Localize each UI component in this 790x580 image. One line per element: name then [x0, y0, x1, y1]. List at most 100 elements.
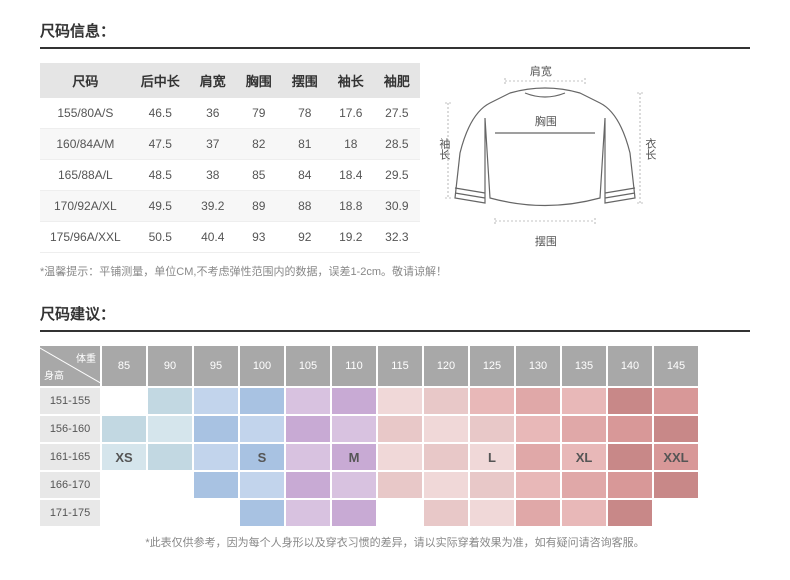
size-cell: 49.5 — [131, 191, 190, 222]
size-cell: 39.2 — [190, 191, 236, 222]
reco-cell — [102, 388, 146, 414]
size-cell: 46.5 — [131, 98, 190, 129]
reco-cell — [424, 388, 468, 414]
table-row: 165/88A/L48.538858418.429.5 — [40, 160, 420, 191]
reco-weight-head: 115 — [378, 346, 422, 386]
reco-cell — [608, 444, 652, 470]
size-cell: 170/92A/XL — [40, 191, 131, 222]
reco-cell — [608, 416, 652, 442]
reco-cell — [654, 388, 698, 414]
reco-cell — [608, 500, 652, 526]
reco-cell — [286, 444, 330, 470]
size-cell: 47.5 — [131, 129, 190, 160]
size-cell: 50.5 — [131, 222, 190, 253]
size-cell: 37 — [190, 129, 236, 160]
reco-cell — [240, 500, 284, 526]
lbl-shoulder: 肩宽 — [530, 63, 552, 79]
reco-cell — [424, 416, 468, 442]
reco-cell — [654, 472, 698, 498]
reco-cell — [194, 416, 238, 442]
reco-weight-head: 90 — [148, 346, 192, 386]
reco-cell — [654, 500, 698, 526]
reco-cell — [332, 416, 376, 442]
reco-weight-head: 130 — [516, 346, 560, 386]
reco-height-head: 151-155 — [40, 388, 100, 414]
reco-footer: *此表仅供参考，因为每个人身形以及穿衣习惯的差异，请以实际穿着效果为准，如有疑问… — [40, 534, 750, 550]
reco-cell — [516, 444, 560, 470]
reco-cell — [148, 388, 192, 414]
reco-title: 尺码建议： — [40, 303, 750, 332]
reco-cell — [654, 416, 698, 442]
size-cell: 28.5 — [374, 129, 420, 160]
reco-cell — [378, 416, 422, 442]
reco-cell — [424, 444, 468, 470]
reco-cell: M — [332, 444, 376, 470]
size-cell: 92 — [282, 222, 328, 253]
size-cell: 40.4 — [190, 222, 236, 253]
reco-cell — [102, 416, 146, 442]
lbl-hem: 摆围 — [535, 233, 557, 249]
size-cell: 89 — [236, 191, 282, 222]
reco-cell — [194, 500, 238, 526]
lbl-length: 衣长 — [642, 138, 658, 160]
reco-cell — [194, 472, 238, 498]
reco-cell — [194, 444, 238, 470]
size-cell: 18.4 — [328, 160, 374, 191]
reco-cell — [148, 444, 192, 470]
size-cell: 81 — [282, 129, 328, 160]
lbl-bust: 胸围 — [535, 113, 557, 129]
reco-weight-head: 85 — [102, 346, 146, 386]
reco-cell — [470, 416, 514, 442]
size-cell: 17.6 — [328, 98, 374, 129]
size-info-title: 尺码信息： — [40, 20, 750, 49]
reco-cell — [148, 500, 192, 526]
reco-cell — [240, 388, 284, 414]
reco-weight-head: 120 — [424, 346, 468, 386]
reco-cell — [286, 388, 330, 414]
reco-weight-head: 145 — [654, 346, 698, 386]
size-table: 尺码后中长肩宽胸围摆围袖长袖肥 155/80A/S46.536797817.62… — [40, 63, 420, 253]
reco-wrap: 体重身高859095100105110115120125130135140145… — [40, 346, 750, 526]
reco-cell — [562, 388, 606, 414]
reco-cell — [378, 500, 422, 526]
table-row: 160/84A/M47.53782811828.5 — [40, 129, 420, 160]
reco-weight-head: 135 — [562, 346, 606, 386]
reco-cell — [378, 388, 422, 414]
reco-cell — [286, 416, 330, 442]
size-cell: 30.9 — [374, 191, 420, 222]
lbl-sleeve: 袖长 — [436, 138, 452, 160]
size-cell: 27.5 — [374, 98, 420, 129]
reco-cell — [470, 388, 514, 414]
reco-cell — [424, 500, 468, 526]
reco-weight-head: 105 — [286, 346, 330, 386]
size-cell: 18 — [328, 129, 374, 160]
reco-weight-head: 140 — [608, 346, 652, 386]
table-row: 175/96A/XXL50.540.4939219.232.3 — [40, 222, 420, 253]
reco-cell — [608, 388, 652, 414]
reco-cell — [102, 500, 146, 526]
reco-height-head: 171-175 — [40, 500, 100, 526]
reco-cell: XL — [562, 444, 606, 470]
reco-cell — [562, 472, 606, 498]
size-cell: 85 — [236, 160, 282, 191]
size-cell: 19.2 — [328, 222, 374, 253]
size-cell: 38 — [190, 160, 236, 191]
reco-cell: XS — [102, 444, 146, 470]
reco-height-head: 156-160 — [40, 416, 100, 442]
reco-cell — [240, 472, 284, 498]
reco-cell: S — [240, 444, 284, 470]
size-info-wrap: 尺码后中长肩宽胸围摆围袖长袖肥 155/80A/S46.536797817.62… — [40, 63, 750, 253]
size-cell: 32.3 — [374, 222, 420, 253]
size-cell: 78 — [282, 98, 328, 129]
reco-cell — [286, 472, 330, 498]
reco-cell — [470, 500, 514, 526]
size-cell: 84 — [282, 160, 328, 191]
reco-cell — [378, 472, 422, 498]
size-col: 摆围 — [282, 63, 328, 98]
size-cell: 88 — [282, 191, 328, 222]
reco-cell — [562, 500, 606, 526]
reco-cell — [148, 416, 192, 442]
reco-cell — [286, 500, 330, 526]
table-row: 170/92A/XL49.539.2898818.830.9 — [40, 191, 420, 222]
reco-corner: 体重身高 — [40, 346, 100, 386]
